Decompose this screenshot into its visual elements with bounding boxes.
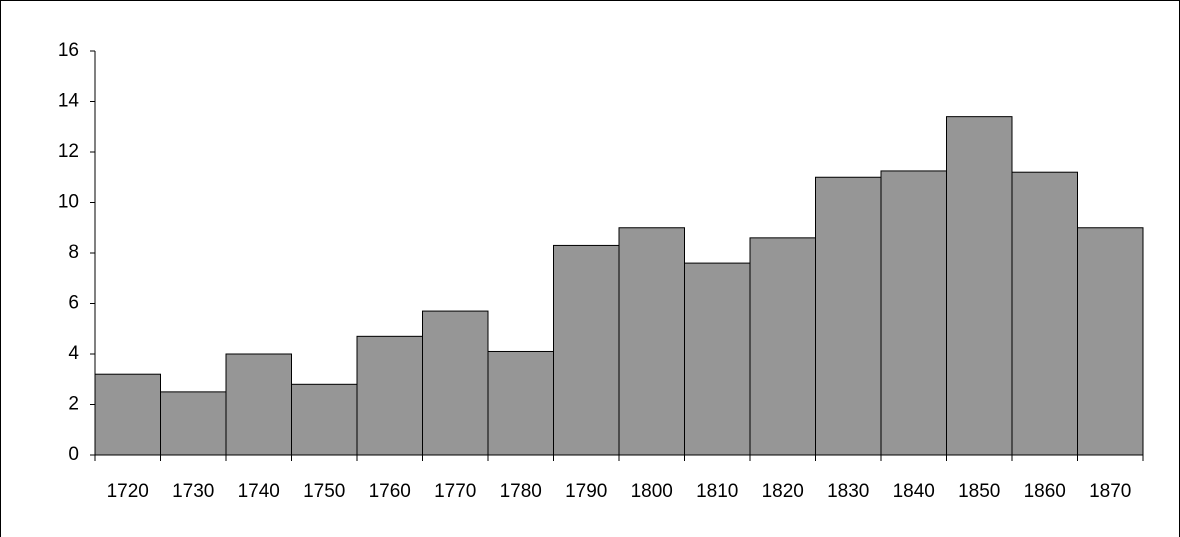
bar [553,244,620,456]
x-tick-label: 1750 [303,481,345,502]
y-tick-label: 6 [68,293,79,314]
y-tick-label: 14 [58,91,80,112]
y-tick-label: 16 [58,40,79,61]
x-tick-label: 1800 [631,481,673,502]
bar [618,227,685,456]
bar [815,176,882,456]
x-tick-label: 1770 [434,481,476,502]
y-tick-label: 2 [68,394,79,415]
bar [160,391,227,456]
y-tick-label: 0 [68,444,79,465]
bar [94,373,161,456]
x-tick-label: 1780 [500,481,542,502]
bar [1077,227,1144,456]
x-tick-label: 1830 [827,481,869,502]
y-tick-label: 8 [68,242,79,263]
bar [684,262,751,456]
x-tick-label: 1850 [958,481,1000,502]
bar [291,383,358,456]
y-tick-label: 12 [58,141,79,162]
bar [749,237,816,456]
y-tick-label: 10 [58,192,79,213]
bar [946,116,1013,456]
x-tick-label: 1860 [1024,481,1066,502]
x-tick-label: 1760 [369,481,411,502]
bar [880,170,947,456]
bar [225,353,292,456]
y-tick-label: 4 [68,343,79,364]
bar [487,350,554,456]
x-tick-label: 1810 [696,481,738,502]
bar [356,335,423,456]
x-tick-label: 1740 [238,481,280,502]
x-tick-label: 1790 [565,481,607,502]
x-tick-label: 1870 [1089,481,1131,502]
x-tick-label: 1720 [107,481,149,502]
x-tick-label: 1730 [172,481,214,502]
bar [1011,171,1078,456]
bar [422,310,489,456]
x-tick-label: 1840 [893,481,935,502]
x-tick-label: 1820 [762,481,804,502]
